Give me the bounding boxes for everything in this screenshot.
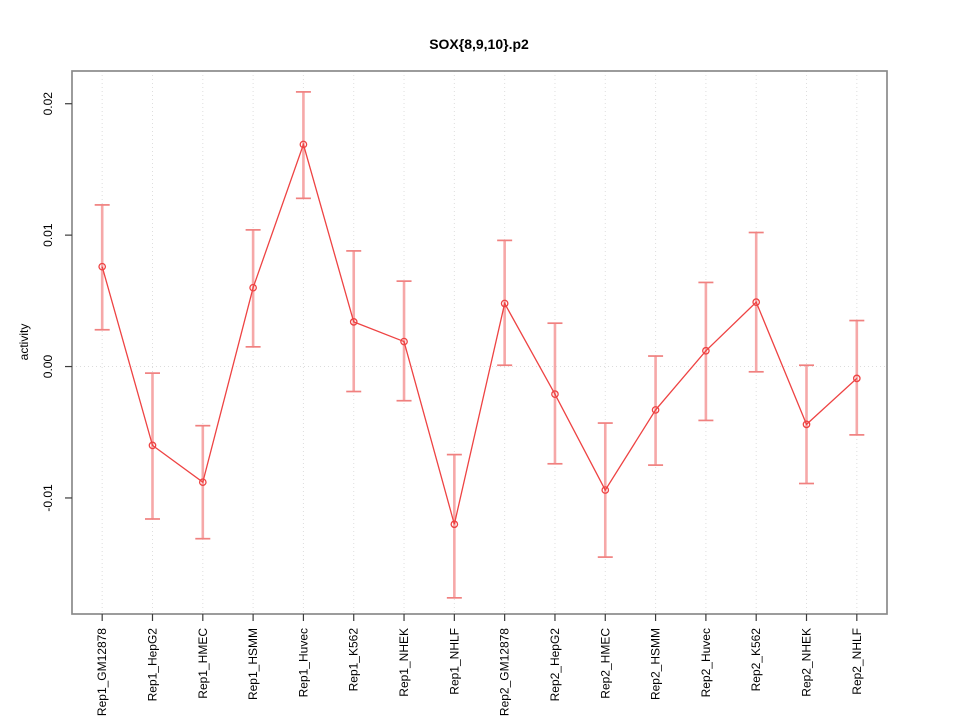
data-point bbox=[400, 337, 408, 346]
y-tick-label: 0.02 bbox=[41, 92, 55, 116]
data-point bbox=[148, 441, 157, 450]
x-tick-label: Rep1_HMEC bbox=[196, 628, 210, 699]
data-point bbox=[349, 318, 358, 326]
x-tick-label: Rep2_Huvec bbox=[699, 628, 713, 697]
x-tick-label: Rep2_GM12878 bbox=[498, 628, 512, 716]
data-point bbox=[450, 520, 459, 529]
data-point bbox=[299, 140, 308, 149]
x-tick-label: Rep2_NHEK bbox=[800, 628, 814, 697]
gridlines-layer bbox=[72, 71, 887, 614]
x-tick-label: Rep1_NHEK bbox=[397, 628, 411, 697]
axes-layer bbox=[65, 70, 888, 621]
data-point bbox=[249, 283, 257, 292]
x-tick-label: Rep2_HSMM bbox=[649, 628, 663, 700]
data-point bbox=[500, 299, 509, 308]
data-point bbox=[752, 298, 761, 307]
data-point bbox=[651, 406, 660, 414]
y-tick-label: 0.00 bbox=[41, 355, 55, 379]
data-point bbox=[98, 262, 107, 271]
x-tick-label: Rep1_HepG2 bbox=[145, 628, 159, 702]
series-layer bbox=[98, 140, 861, 529]
y-axis-label: activity bbox=[17, 324, 31, 361]
data-point bbox=[702, 346, 710, 355]
x-tick-label: Rep1_K562 bbox=[347, 628, 361, 692]
plot-box bbox=[71, 70, 888, 615]
x-tick-label: Rep2_HMEC bbox=[598, 628, 612, 699]
chart-title: SOX{8,9,10}.p2 bbox=[429, 36, 529, 52]
x-tick-label: Rep1_GM12878 bbox=[95, 628, 109, 716]
data-point bbox=[802, 420, 811, 429]
data-point bbox=[601, 486, 610, 494]
x-tick-label: Rep1_HSMM bbox=[246, 628, 260, 700]
x-tick-label: Rep1_NHLF bbox=[447, 628, 461, 695]
y-tick-label: 0.01 bbox=[41, 223, 55, 247]
x-tick-label: Rep2_K562 bbox=[749, 628, 763, 692]
x-tick-label: Rep2_HepG2 bbox=[548, 628, 562, 702]
x-tick-label: Rep2_NHLF bbox=[850, 628, 864, 695]
y-tick-label: -0.01 bbox=[41, 484, 55, 512]
data-point bbox=[852, 374, 861, 383]
data-point bbox=[551, 390, 559, 398]
labels-layer: -0.01 0.00 0.01 0.02 Rep1_GM12878 Rep1_HepG2 R… bbox=[41, 92, 864, 716]
error-bars-layer bbox=[94, 91, 865, 599]
data-point bbox=[198, 478, 207, 487]
series-line bbox=[101, 142, 858, 525]
x-tick-label: Rep1_Huvec bbox=[296, 628, 310, 697]
